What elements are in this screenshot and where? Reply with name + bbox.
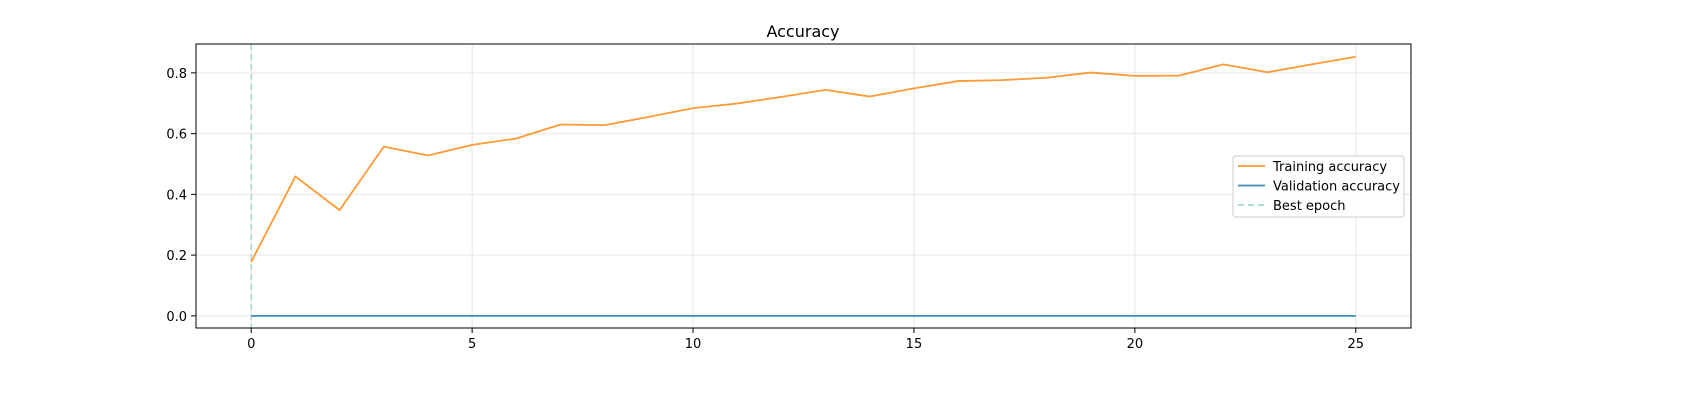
x-axis: 0 5 10 15 20 25 [247,328,1364,352]
legend-label: Validation accuracy [1273,180,1400,195]
y-tick-label: 0.4 [166,188,187,203]
x-tick-label: 15 [906,337,923,352]
y-tick-label: 0.0 [166,310,187,325]
legend-box [1232,155,1405,218]
grid-lines [196,44,1411,328]
training-accuracy-line [250,55,1356,263]
y-tick-label: 0.2 [166,249,187,264]
chart-title: Accuracy [766,22,839,41]
x-tick-label: 20 [1127,337,1144,352]
axes-frame [195,43,1412,329]
x-tick-label: 5 [468,337,476,352]
x-tick-label: 0 [247,337,255,352]
legend-label: Training accuracy [1272,160,1387,175]
x-tick-label: 25 [1347,337,1364,352]
x-tick-label: 10 [685,337,702,352]
legend: Training accuracy Validation accuracy Best… [1232,155,1405,218]
y-tick-label: 0.8 [166,67,187,82]
y-axis: 0.0 0.2 0.4 0.6 0.8 [166,67,196,325]
plot-area [250,44,1356,328]
y-tick-label: 0.6 [166,128,187,143]
legend-label: Best epoch [1273,199,1346,214]
